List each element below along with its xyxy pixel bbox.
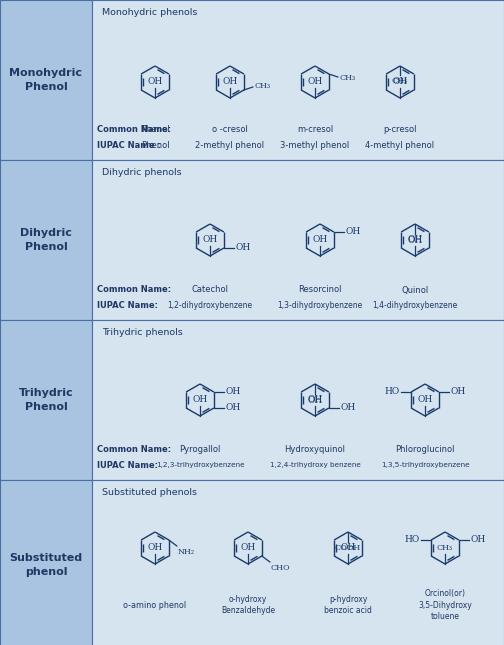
Text: OH: OH: [307, 395, 323, 404]
Text: 1,3-dihydroxybenzene: 1,3-dihydroxybenzene: [277, 301, 362, 310]
Text: OH: OH: [307, 396, 323, 405]
Text: IUPAC Name :: IUPAC Name :: [97, 141, 161, 150]
Text: Monohydric phenols: Monohydric phenols: [102, 8, 198, 17]
Text: CH₃: CH₃: [255, 82, 271, 90]
Text: CH₃: CH₃: [392, 77, 408, 85]
Text: Trihydric phenols: Trihydric phenols: [102, 328, 183, 337]
Text: 1,2-dihydroxybenzene: 1,2-dihydroxybenzene: [167, 301, 253, 310]
Text: 2-methyl phenol: 2-methyl phenol: [196, 141, 265, 150]
Text: 4-methyl phenol: 4-methyl phenol: [365, 141, 434, 150]
Text: OH: OH: [225, 388, 240, 397]
Text: o-amino phenol: o-amino phenol: [123, 600, 186, 610]
Text: OH: OH: [451, 388, 466, 397]
Text: 1,4-dihydroxybenzene: 1,4-dihydroxybenzene: [372, 301, 458, 310]
Text: OH: OH: [407, 235, 423, 244]
Text: OH: OH: [345, 228, 360, 237]
Text: OH: OH: [340, 543, 356, 552]
Text: OH: OH: [222, 77, 237, 86]
Text: Phenol: Phenol: [141, 141, 169, 150]
Text: HO: HO: [385, 388, 400, 397]
Text: Common Name:: Common Name:: [97, 286, 171, 295]
Text: OH: OH: [393, 77, 408, 86]
Text: Catechol: Catechol: [192, 286, 228, 295]
Text: OH: OH: [417, 395, 432, 404]
Text: p-hydroxy
benzoic acid: p-hydroxy benzoic acid: [324, 595, 372, 615]
Text: Phenol: Phenol: [141, 126, 169, 135]
Text: Hydroxyquinol: Hydroxyquinol: [284, 446, 346, 455]
Text: o-hydroxy
Benzaldehyde: o-hydroxy Benzaldehyde: [221, 595, 275, 615]
Text: 1,2,4-trihydroxy benzene: 1,2,4-trihydroxy benzene: [270, 462, 360, 468]
Text: o -cresol: o -cresol: [212, 126, 248, 135]
Text: OH: OH: [147, 77, 163, 86]
Text: COOH: COOH: [335, 544, 361, 552]
Text: OH: OH: [407, 236, 423, 245]
Text: CH₃: CH₃: [437, 544, 453, 552]
Text: Trihydric
Phenol: Trihydric Phenol: [19, 388, 73, 412]
Text: 3-methyl phenol: 3-methyl phenol: [280, 141, 350, 150]
Bar: [92, 480, 504, 645]
Text: HO: HO: [404, 535, 420, 544]
Text: OH: OH: [307, 77, 323, 86]
Text: 1,3,5-trihydroxybenzene: 1,3,5-trihydroxybenzene: [381, 462, 469, 468]
Text: 1,2,3-trihydroxybenzene: 1,2,3-trihydroxybenzene: [156, 462, 244, 468]
Text: Dihydric
Phenol: Dihydric Phenol: [20, 228, 72, 252]
Text: Orcinol(or)
3,5-Dihydroxy
toluene: Orcinol(or) 3,5-Dihydroxy toluene: [418, 590, 472, 620]
Text: NH₂: NH₂: [178, 548, 195, 556]
Text: OH: OH: [147, 543, 163, 552]
Text: OH: OH: [240, 543, 256, 552]
Text: p-cresol: p-cresol: [383, 126, 417, 135]
Text: OH: OH: [193, 395, 208, 404]
Text: Common Name:: Common Name:: [97, 446, 171, 455]
Bar: [92, 320, 504, 480]
Text: Substituted
phenol: Substituted phenol: [10, 553, 83, 577]
Text: OH: OH: [312, 235, 328, 244]
Text: OH: OH: [470, 535, 486, 544]
Bar: [0, 480, 92, 645]
Text: Dihydric phenols: Dihydric phenols: [102, 168, 181, 177]
Bar: [0, 0, 92, 160]
Text: Quinol: Quinol: [401, 286, 428, 295]
Text: IUPAC Name:: IUPAC Name:: [97, 301, 158, 310]
Text: CHO: CHO: [271, 564, 290, 572]
Text: Resorcinol: Resorcinol: [298, 286, 342, 295]
Bar: [92, 0, 504, 160]
Text: CH₃: CH₃: [340, 74, 356, 82]
Text: m-cresol: m-cresol: [297, 126, 333, 135]
Text: Phloroglucinol: Phloroglucinol: [395, 446, 455, 455]
Text: Monohydric
Phenol: Monohydric Phenol: [10, 68, 83, 92]
Text: OH: OH: [235, 244, 250, 252]
Text: Pyrogallol: Pyrogallol: [179, 446, 221, 455]
Text: OH: OH: [340, 404, 356, 413]
Text: Common Name:: Common Name:: [97, 126, 171, 135]
Bar: [0, 320, 92, 480]
Text: OH: OH: [203, 235, 218, 244]
Text: Substituted phenols: Substituted phenols: [102, 488, 197, 497]
Text: OH: OH: [225, 404, 240, 413]
Text: IUPAC Name:: IUPAC Name:: [97, 461, 158, 470]
Bar: [92, 160, 504, 320]
Bar: [0, 160, 92, 320]
